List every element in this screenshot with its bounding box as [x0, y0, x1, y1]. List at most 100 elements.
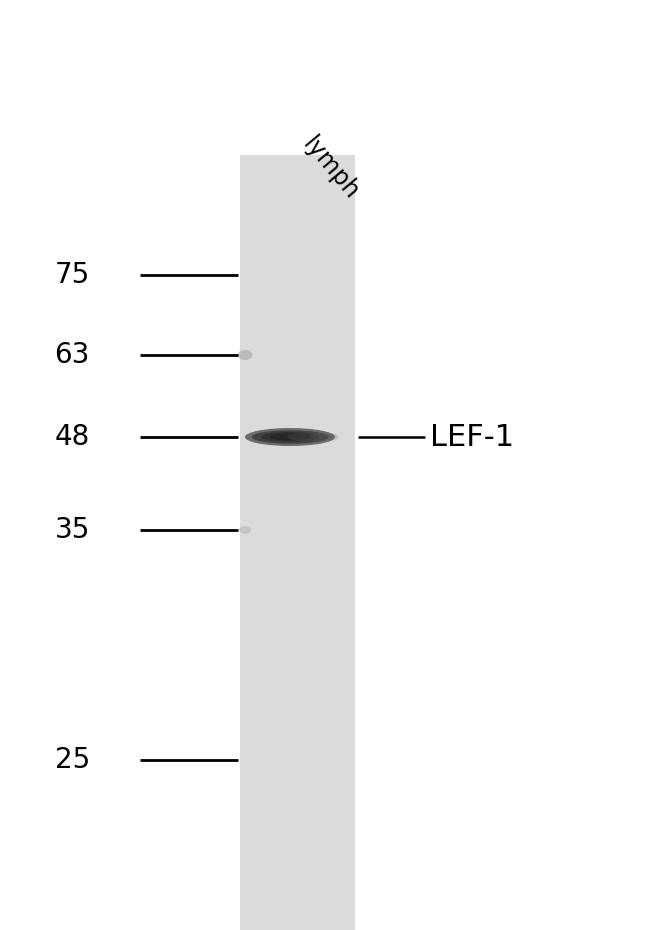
Bar [240, 610, 355, 613]
Bar [240, 618, 355, 620]
Bar [240, 711, 355, 713]
Bar [240, 635, 355, 639]
Bar [240, 728, 355, 732]
Bar [240, 690, 355, 693]
Bar [240, 555, 355, 559]
Bar [240, 644, 355, 646]
Bar [240, 326, 355, 328]
Bar [240, 589, 355, 592]
Bar [240, 574, 355, 577]
Bar [240, 189, 355, 192]
Bar [240, 504, 355, 507]
Bar [240, 917, 355, 920]
Bar [240, 273, 355, 277]
Bar [240, 157, 355, 161]
Bar [240, 744, 355, 747]
Bar [240, 282, 355, 285]
Bar [240, 907, 355, 910]
Bar [240, 328, 355, 331]
Bar [240, 651, 355, 654]
Bar [240, 494, 355, 497]
Bar [240, 390, 355, 393]
Bar [240, 209, 355, 212]
Bar [240, 514, 355, 517]
Bar [240, 215, 355, 218]
Bar [240, 426, 355, 430]
Bar [240, 160, 355, 164]
Bar [240, 352, 355, 354]
Bar [240, 747, 355, 750]
Bar [240, 240, 355, 244]
Bar [240, 418, 355, 421]
Bar [240, 873, 355, 876]
Bar [240, 661, 355, 664]
Bar [240, 718, 355, 722]
Ellipse shape [311, 432, 339, 442]
Bar [240, 669, 355, 672]
Bar [240, 429, 355, 432]
Bar [240, 889, 355, 892]
Bar [240, 506, 355, 510]
Bar [240, 449, 355, 453]
Ellipse shape [237, 350, 252, 360]
Bar [240, 923, 355, 925]
Bar [240, 860, 355, 863]
Bar [240, 305, 355, 308]
Bar [240, 674, 355, 677]
Bar [240, 395, 355, 398]
Bar [240, 677, 355, 680]
Bar [240, 343, 355, 347]
Bar [240, 901, 355, 905]
Bar [240, 793, 355, 796]
Bar [240, 770, 355, 773]
Bar [240, 455, 355, 458]
Bar [240, 633, 355, 636]
Bar [240, 341, 355, 344]
Bar [240, 834, 355, 838]
Bar [240, 206, 355, 210]
Bar [240, 166, 355, 168]
Bar [240, 168, 355, 171]
Bar [240, 664, 355, 667]
Bar [240, 790, 355, 793]
Bar [240, 496, 355, 499]
Bar [240, 597, 355, 600]
Bar [240, 904, 355, 908]
Bar [240, 910, 355, 912]
Ellipse shape [287, 432, 333, 442]
Bar [240, 356, 355, 360]
Bar [240, 868, 355, 871]
Bar [240, 509, 355, 512]
Bar [240, 762, 355, 765]
Bar [240, 465, 355, 468]
Bar [240, 388, 355, 391]
Bar [240, 804, 355, 806]
Bar [240, 817, 355, 819]
Bar [240, 705, 355, 709]
Bar [240, 204, 355, 207]
Bar [240, 847, 355, 850]
Bar [240, 436, 355, 440]
Bar [240, 442, 355, 445]
Bar [240, 558, 355, 561]
Bar [240, 186, 355, 189]
Bar [240, 724, 355, 726]
Bar [240, 684, 355, 687]
Bar [240, 416, 355, 419]
Bar [240, 692, 355, 696]
Bar [240, 591, 355, 594]
Bar [240, 310, 355, 313]
Bar [240, 202, 355, 205]
Bar [240, 424, 355, 427]
Bar [240, 372, 355, 375]
Bar [240, 578, 355, 582]
Bar [240, 682, 355, 685]
Bar [240, 811, 355, 815]
Bar [240, 196, 355, 199]
Bar [240, 620, 355, 623]
Bar [240, 741, 355, 745]
Bar [240, 266, 355, 269]
Bar [240, 594, 355, 597]
Bar [240, 680, 355, 683]
Bar [240, 561, 355, 564]
